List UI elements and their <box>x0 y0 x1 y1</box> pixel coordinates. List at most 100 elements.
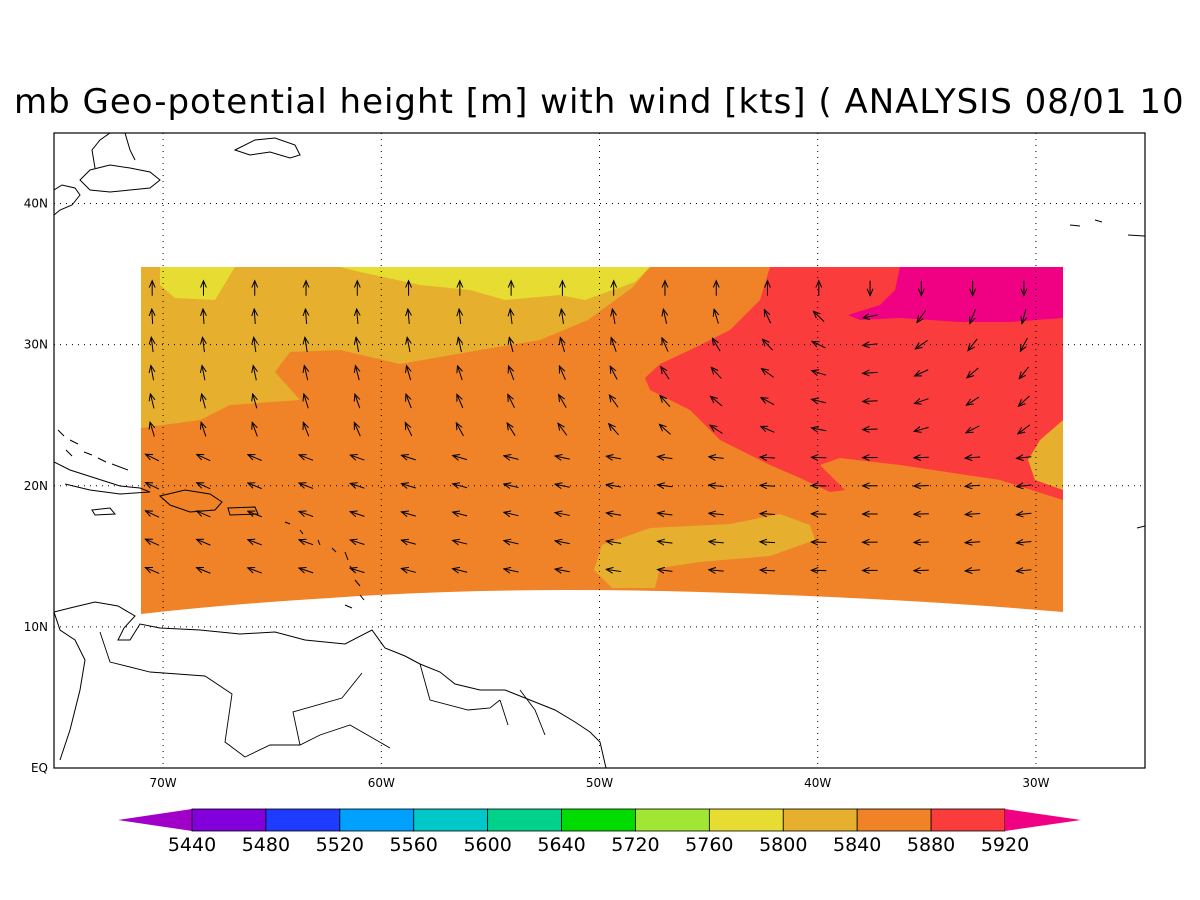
height-band-5800 <box>340 267 650 300</box>
wind-arrow <box>966 425 980 433</box>
wind-arrow <box>350 540 365 545</box>
wind-arrow <box>202 366 205 381</box>
colorbar-arrow-low <box>118 809 192 831</box>
wind-arrow <box>458 366 463 381</box>
wind-arrow <box>612 309 615 324</box>
wind-arrow <box>764 310 772 324</box>
colorbar-swatch <box>191 808 267 832</box>
wind-arrow <box>254 309 255 324</box>
colorbar-label: 5720 <box>611 834 659 856</box>
wind-arrow <box>151 366 154 381</box>
wind-arrow <box>863 315 878 318</box>
wind-arrow <box>305 309 306 324</box>
wind-arrow <box>863 429 878 430</box>
wind-arrow <box>248 483 262 490</box>
wind-arrow <box>1016 570 1032 571</box>
wind-arrow <box>1018 395 1030 406</box>
puerto-rico-coast <box>227 506 259 516</box>
wind-arrow <box>150 422 154 437</box>
wind-arrow <box>559 395 567 408</box>
wind-arrow <box>197 511 211 518</box>
wind-arrow <box>709 485 724 486</box>
wind-arrow <box>254 337 256 353</box>
wind-arrow <box>299 568 314 573</box>
wind-arrow <box>1016 541 1032 543</box>
colombia-west-coast <box>54 611 86 761</box>
map-title: mb Geo-potential height [m] with wind [k… <box>14 82 1185 122</box>
wind-arrow <box>456 423 464 437</box>
wind-arrow <box>504 569 519 572</box>
wind-arrow <box>304 394 308 409</box>
colorbar-swatch <box>487 808 562 832</box>
colorbar-label: 5920 <box>981 834 1029 856</box>
wind-arrow <box>658 541 673 543</box>
colorbar-label: 5840 <box>833 834 881 856</box>
wind-arrow <box>1022 309 1026 323</box>
height-band-5840-south <box>594 514 815 588</box>
wind-arrow <box>965 513 981 514</box>
wind-arrow <box>761 426 775 433</box>
wind-arrow <box>406 394 412 409</box>
wind-arrow <box>401 455 416 460</box>
wind-arrow <box>914 542 929 543</box>
bahamas-islands <box>57 429 129 471</box>
lon-tick-label: 60W <box>368 776 395 790</box>
wind-arrow <box>709 542 724 543</box>
wind-arrow <box>559 366 566 380</box>
cape-verde <box>1136 525 1145 529</box>
wind-arrow <box>761 369 774 378</box>
wind-arrow <box>555 513 570 516</box>
colorbar-label: 5880 <box>907 834 955 856</box>
wind-arrow <box>659 424 671 435</box>
wind-arrow <box>663 309 666 324</box>
wind-arrow <box>965 570 981 571</box>
wind-arrow <box>970 309 976 323</box>
height-band-5800-west <box>160 267 235 300</box>
wind-arrow <box>658 457 673 459</box>
wind-arrow <box>709 457 724 459</box>
wind-arrow <box>350 483 365 488</box>
wind-arrow <box>504 484 519 487</box>
wind-arrow <box>197 568 211 574</box>
wind-arrow <box>458 337 461 353</box>
wind-arrow <box>356 337 359 353</box>
wind-arrow <box>253 394 257 409</box>
wind-arrow <box>350 568 365 572</box>
wind-arrow <box>967 367 979 378</box>
wind-arrow <box>561 309 563 324</box>
lon-tick-label: 30W <box>1022 776 1049 790</box>
wind-arrow <box>509 366 515 381</box>
wind-arrow <box>811 428 827 431</box>
wind-arrow <box>606 513 622 515</box>
wind-arrow <box>145 567 160 574</box>
wind-arrow <box>966 396 980 405</box>
wind-arrow <box>709 570 724 571</box>
wind-arrow <box>610 366 618 380</box>
colorbar-label: 5600 <box>463 834 511 856</box>
height-band-5920 <box>645 267 1063 500</box>
wind-arrow <box>660 396 671 408</box>
wind-arrow <box>453 512 468 516</box>
colorbar-swatch <box>856 808 932 832</box>
colorbar-label: 5480 <box>242 834 290 856</box>
wind-vectors <box>145 281 1032 574</box>
wind-arrow <box>760 570 776 571</box>
wind-arrow <box>915 369 929 376</box>
plot-frame <box>53 132 1146 769</box>
wind-arrow <box>914 514 929 515</box>
wind-arrow <box>1020 337 1028 351</box>
wind-arrow <box>712 338 721 352</box>
wind-arrow <box>709 513 724 514</box>
wind-arrow <box>658 513 673 515</box>
colorbar-label: 5440 <box>168 834 216 856</box>
wind-arrow <box>863 401 878 402</box>
wind-arrow <box>248 540 262 546</box>
wind-arrow <box>606 541 622 543</box>
colorbar-swatch <box>265 808 341 832</box>
wind-arrow <box>555 541 570 544</box>
wind-arrow <box>914 457 929 458</box>
wind-arrow <box>150 394 154 409</box>
wind-arrow <box>965 457 981 458</box>
wind-arrow <box>555 484 570 487</box>
